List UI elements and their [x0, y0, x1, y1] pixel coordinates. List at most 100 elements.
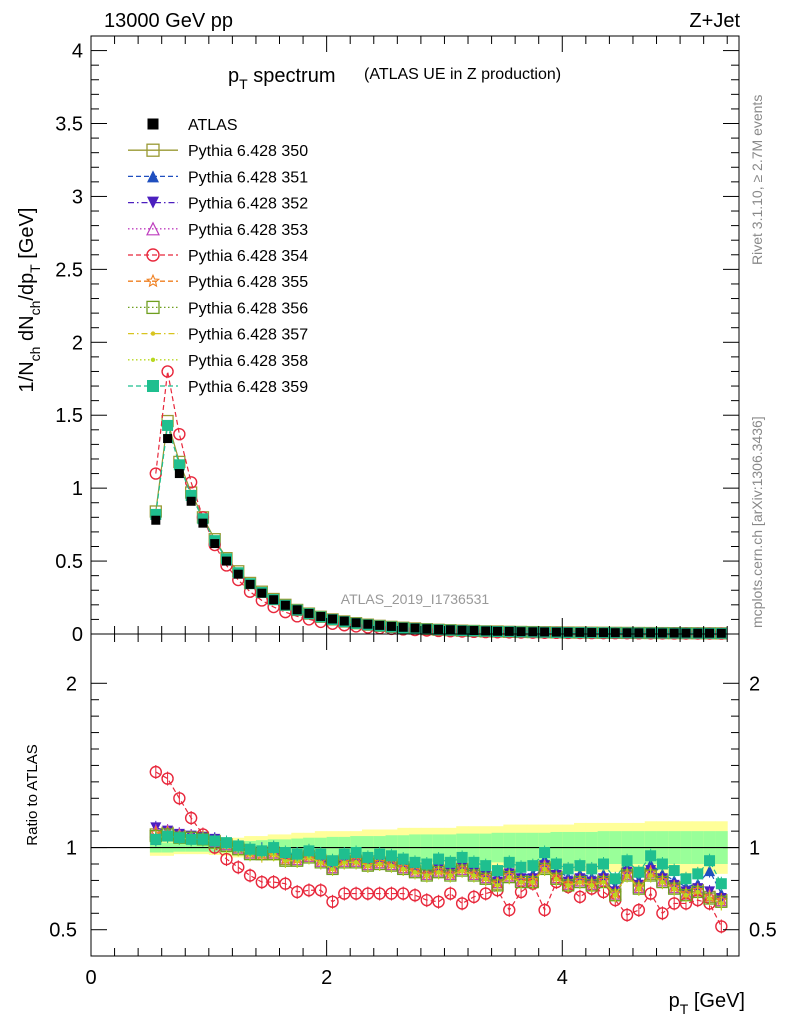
ratio-data-point: [672, 886, 677, 891]
ratio-data-point: [468, 856, 480, 868]
legend-marker: [147, 196, 159, 209]
ratio-data-point: [620, 908, 634, 922]
ratio-data-point: [150, 833, 162, 845]
ratio-data-point: [220, 837, 232, 849]
ylabel-b-sub: ch: [27, 301, 43, 316]
xlabel-rest: [GeV]: [688, 990, 745, 1012]
legend-entry-label: ATLAS: [188, 117, 238, 134]
mcplots-label: mcplots.cern.ch [arXiv:1306.3436]: [749, 416, 765, 628]
data-point: [280, 600, 290, 610]
legend-marker: [145, 273, 161, 288]
ratio-data-point: [421, 858, 433, 870]
data-point: [587, 628, 597, 638]
energy-label: 13000 GeV pp: [104, 10, 233, 32]
legend-entry-label: Pythia 6.428 358: [188, 353, 308, 370]
ratio-data-point: [589, 883, 594, 888]
ratio-data-point: [648, 873, 653, 878]
ratio-data-point: [290, 885, 304, 899]
ratio-data-point: [197, 833, 209, 845]
main-panel: 00.511.522.533.54 ATLAS_2019_I1736531 pT…: [16, 35, 740, 646]
data-point: [173, 427, 186, 441]
legend-marker: [150, 357, 156, 362]
ratio-data-point: [613, 893, 618, 898]
x-tick-label: 0: [85, 967, 96, 989]
ratio-data-point: [420, 893, 433, 907]
ratio-data-point: [695, 889, 700, 895]
ratio-data-point: [704, 855, 716, 867]
ratio-data-point: [365, 863, 371, 868]
ratio-data-point: [719, 901, 724, 906]
ratio-data-point: [436, 870, 441, 875]
main-y-label: 1/Nch dNch/dpT [GeV]: [16, 208, 43, 393]
ratio-data-point: [361, 887, 375, 900]
data-point: [599, 628, 609, 638]
data-point: [434, 624, 444, 634]
ratio-data-point: [598, 858, 610, 870]
ratio-data-point: [342, 860, 347, 865]
ratio-data-point: [385, 850, 397, 862]
ratio-data-point: [173, 792, 186, 805]
ratio-data-point: [480, 860, 492, 872]
data-point: [610, 628, 620, 638]
data-point: [150, 508, 162, 520]
main-marks: [149, 365, 728, 640]
ratio-data-point: [374, 848, 386, 860]
title-rest: spectrum: [248, 65, 336, 87]
data-point: [375, 620, 385, 630]
ratio-data-point: [220, 852, 233, 866]
data-point: [292, 605, 302, 615]
legend-marker: [147, 170, 159, 183]
ratio-data-point: [279, 877, 292, 890]
main-y-tick-label: 1.5: [55, 405, 83, 427]
data-point: [163, 434, 173, 444]
ratio-data-point: [243, 869, 257, 882]
ratio-data-point: [330, 866, 335, 872]
data-point: [516, 627, 526, 637]
legend-entry-label: Pythia 6.428 351: [188, 169, 308, 186]
x-axis-label: pT [GeV]: [669, 990, 745, 1017]
ratio-data-point: [539, 847, 551, 858]
ylabel-a: 1/N: [16, 361, 38, 392]
ratio-data-point: [467, 890, 481, 904]
data-point: [174, 469, 184, 479]
ratio-data-point: [318, 860, 323, 865]
ratio-data-point: [326, 895, 339, 908]
legend-entry-label: Pythia 6.428 357: [188, 327, 308, 344]
ratio-data-point: [565, 883, 571, 888]
ratio-data-point: [302, 884, 316, 897]
ratio-data-point: [704, 865, 716, 877]
ratio-data-point: [279, 847, 291, 858]
main-y-tick-label: 2: [72, 332, 83, 354]
legend-marker: [146, 221, 160, 236]
ratio-data-point: [515, 861, 527, 873]
ratio-data-point: [692, 868, 704, 880]
ylabel-c: /dp: [16, 273, 38, 301]
ratio-data-point: [161, 772, 174, 785]
ratio-y-ticks: 0.5 0.5 1 1 2 2: [49, 673, 777, 941]
ratio-data-point: [184, 811, 198, 825]
legend-marker: [146, 143, 160, 157]
ratio-data-point: [444, 887, 457, 900]
ratio-y-label: Ratio to ATLAS: [24, 744, 41, 845]
ratio-y-tick-label: 2: [66, 673, 77, 695]
ratio-data-point: [401, 866, 406, 872]
ratio-data-point: [577, 879, 583, 885]
legend-entry-label: Pythia 6.428 354: [188, 248, 308, 265]
data-point: [410, 623, 420, 633]
data-point: [398, 622, 408, 632]
ratio-data-point: [483, 876, 488, 881]
data-point: [492, 626, 502, 636]
title-main: p: [228, 65, 239, 87]
data-point: [363, 619, 373, 629]
data-point: [705, 628, 715, 638]
data-point: [445, 625, 455, 635]
ratio-data-point: [433, 853, 445, 865]
data-point: [540, 627, 550, 637]
ratio-data-point: [389, 863, 394, 868]
ratio-data-point: [353, 860, 359, 865]
ratio-data-point: [503, 856, 515, 868]
data-point: [269, 595, 279, 605]
ratio-y-tick-label: 0.5: [49, 920, 77, 942]
legend: ATLAS Pythia 6.428 350 Pythia 6.428 351 Pyt…: [128, 117, 308, 396]
ratio-data-point: [408, 889, 422, 902]
